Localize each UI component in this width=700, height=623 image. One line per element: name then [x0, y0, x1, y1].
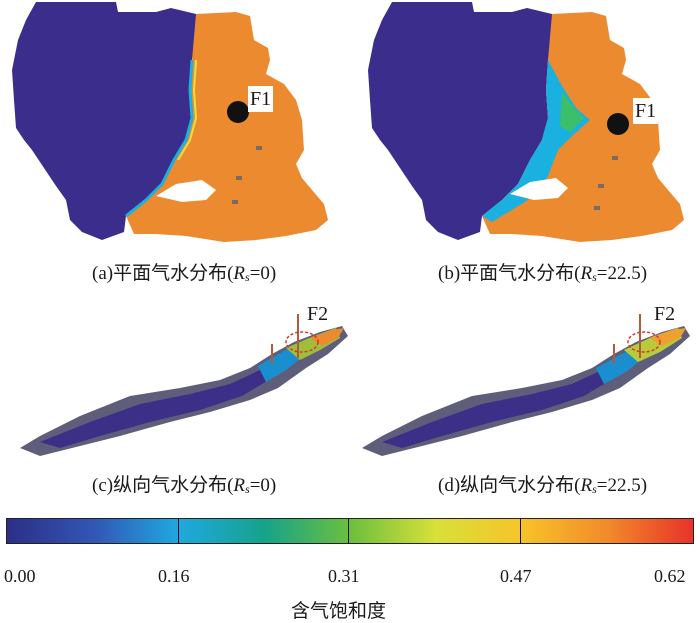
colorbar-tick-label: 0.16 — [158, 566, 190, 586]
panel-d-section — [362, 314, 690, 456]
water-region — [368, 2, 552, 240]
colorbar-tick-label: 0.00 — [4, 566, 36, 586]
transition-band — [560, 92, 584, 132]
panel-c-section — [20, 314, 348, 456]
colorbar-tick-label: 0.31 — [328, 566, 360, 586]
f2-highlight-ellipse — [627, 331, 661, 353]
water-region — [12, 2, 196, 240]
barren-gap — [156, 180, 216, 202]
well-marker — [612, 156, 618, 160]
colorbar-tick — [178, 518, 179, 544]
well-label-f2-d: F2 — [654, 303, 676, 325]
f2-highlight-ellipse — [285, 331, 319, 353]
panel-b-map — [368, 2, 684, 242]
caption-b: (b)平面气水分布(Rs=22.5) — [438, 263, 648, 284]
well-marker — [256, 146, 262, 150]
colorbar-title: 含气饱和度 — [291, 600, 387, 622]
caption-d: (d)纵向气水分布(Rs=22.5) — [438, 475, 648, 496]
colorbar-tick — [520, 518, 521, 544]
well-f1-dot — [227, 101, 249, 123]
well-marker — [598, 184, 604, 188]
caption-c: (c)纵向气水分布(Rs=0) — [92, 475, 277, 496]
colorbar-tick — [348, 518, 349, 544]
well-label-f1-b: F1 — [633, 98, 659, 124]
barren-gap — [510, 178, 568, 200]
transition-rim — [125, 59, 194, 218]
colorbar-tick-label: 0.47 — [500, 566, 532, 586]
water-zone — [40, 370, 272, 448]
gas-core — [650, 328, 686, 346]
well-marker — [594, 206, 600, 210]
panel-a-map — [12, 2, 328, 242]
colorbar — [6, 518, 694, 544]
water-zone — [382, 370, 614, 448]
colorbar-tick-label: 0.62 — [654, 566, 686, 586]
well-marker — [232, 200, 238, 204]
well-label-f2-c: F2 — [307, 303, 329, 325]
transition-rim-inner — [177, 59, 198, 161]
well-label-f1-a: F1 — [248, 86, 274, 112]
caption-a: (a)平面气水分布(Rs=0) — [92, 263, 277, 284]
well-f1-dot — [607, 113, 629, 135]
well-marker — [236, 176, 242, 180]
